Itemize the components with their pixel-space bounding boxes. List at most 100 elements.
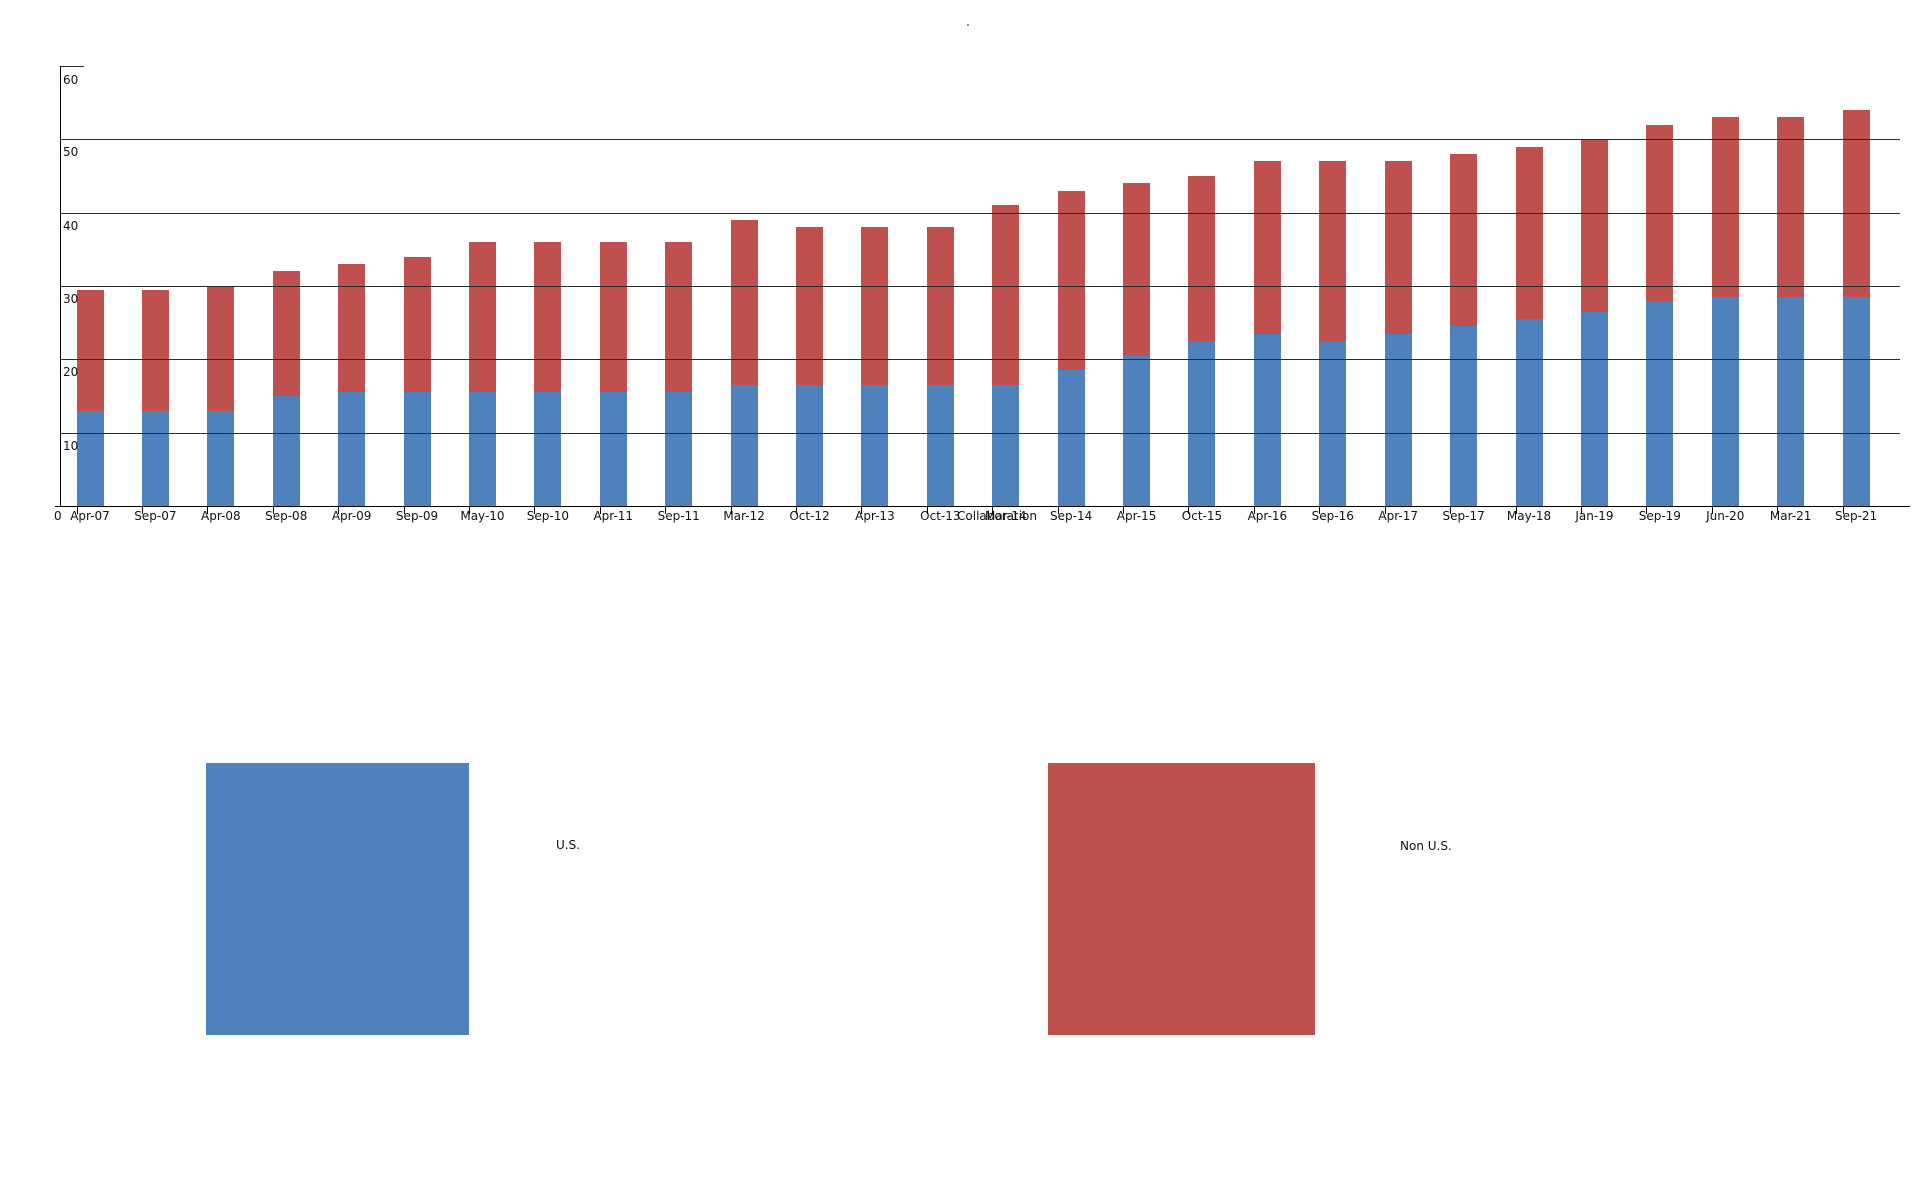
bar-non-us — [1450, 154, 1478, 327]
bar-non-us — [861, 227, 889, 385]
x-axis-tick-label: May-10 — [460, 509, 505, 523]
bar-us — [1384, 333, 1412, 506]
x-axis-tick — [1711, 506, 1713, 514]
x-axis-tick — [1319, 506, 1321, 514]
x-axis-tick — [272, 506, 274, 514]
x-axis-tick-label: Apr-11 — [593, 509, 634, 523]
x-axis-tick-label: Sep-21 — [1834, 509, 1878, 523]
bar-non-us — [207, 286, 235, 411]
x-axis-tick-label: Sep-10 — [526, 509, 569, 523]
legend-swatch-non-us — [1048, 763, 1315, 1035]
y-axis-tick-label: 50 — [63, 145, 79, 160]
x-axis-tick — [338, 506, 340, 514]
bar-non-us — [1777, 117, 1805, 297]
y-axis-tick-label: 30 — [63, 292, 79, 306]
gridline — [60, 432, 1900, 434]
bar-us — [338, 392, 366, 506]
x-axis-tick-label: Oct-15 — [1181, 509, 1223, 523]
x-axis-tick-label: Sep-17 — [1442, 509, 1485, 523]
bar-non-us — [272, 271, 300, 396]
bar-us — [665, 392, 693, 506]
bar-non-us — [1123, 183, 1151, 356]
x-axis-tick-label: Apr-16 — [1247, 509, 1288, 523]
bar-non-us — [1319, 161, 1347, 341]
bar-us — [1188, 341, 1216, 506]
y-axis-tick-label: 10 — [63, 438, 79, 453]
x-axis-tick-label: Apr-17 — [1378, 509, 1418, 523]
bar-non-us — [76, 289, 104, 411]
bar-us — [730, 385, 758, 506]
y-axis-tick-label: 60 — [63, 73, 79, 87]
bar-non-us — [468, 242, 496, 393]
y-axis-line — [60, 66, 61, 507]
x-axis-tick — [534, 506, 536, 514]
x-axis-tick-label: Apr-15 — [1116, 509, 1157, 523]
x-axis-tick-label: Apr-07 — [70, 509, 110, 523]
bar-us — [76, 410, 104, 506]
x-axis-tick — [403, 506, 405, 514]
x-axis-tick — [992, 506, 994, 514]
x-axis-tick-label: Apr-09 — [331, 509, 372, 523]
bar-us — [861, 385, 889, 506]
bar-us — [1711, 297, 1739, 506]
x-axis-tick — [1188, 506, 1190, 514]
x-axis-tick — [1646, 506, 1648, 514]
y-axis-tick-label: 0 — [54, 509, 62, 523]
chart-title: . — [965, 14, 971, 30]
bar-non-us — [599, 242, 627, 393]
gridline — [60, 212, 1900, 214]
x-axis-line — [55, 506, 1910, 507]
x-axis-tick-label: Oct-12 — [789, 509, 830, 523]
x-axis-tick-label: Sep-08 — [265, 509, 308, 523]
bar-non-us — [730, 220, 758, 385]
legend-swatch-us — [206, 763, 469, 1035]
x-axis-tick — [1842, 506, 1844, 514]
bar-us — [468, 392, 496, 506]
bar-us — [1646, 300, 1674, 506]
bar-non-us — [796, 227, 823, 385]
x-axis-tick-label: Sep-19 — [1638, 509, 1681, 523]
bar-non-us — [1580, 139, 1608, 312]
bar-non-us — [534, 242, 562, 393]
gridline — [60, 286, 1900, 287]
bar-us — [1515, 319, 1543, 506]
bar-us — [926, 385, 954, 506]
x-axis-tick — [926, 506, 928, 514]
bar-non-us — [1188, 176, 1216, 341]
x-axis-tick — [730, 506, 732, 514]
bar-us — [1842, 297, 1870, 506]
bar-us — [1253, 333, 1281, 506]
x-axis-tick-label: Mar-21 — [1769, 509, 1812, 523]
x-axis-tick-label: Sep-07 — [134, 509, 177, 523]
x-axis-tick-label: Sep-14 — [1050, 509, 1093, 523]
x-axis-tick-label: Sep-16 — [1311, 509, 1354, 523]
bar-non-us — [141, 289, 169, 411]
bar-non-us — [1057, 190, 1085, 371]
y-axis-tick-label: 40 — [63, 218, 79, 233]
bar-non-us — [1515, 146, 1543, 319]
x-axis-tick-label: Jun-20 — [1706, 509, 1745, 523]
x-axis-tick-label: Mar-12 — [723, 509, 765, 523]
x-axis-tick — [1123, 506, 1125, 514]
bar-us — [1580, 311, 1608, 506]
bar-us — [599, 392, 627, 506]
bar-non-us — [1253, 161, 1281, 334]
legend-label-non-us: Non U.S. — [1400, 839, 1452, 853]
bar-us — [534, 392, 562, 506]
bar-non-us — [1842, 110, 1870, 297]
bar-non-us — [1646, 124, 1674, 301]
bar-us — [1123, 355, 1151, 506]
bar-us — [992, 385, 1020, 506]
x-axis-title: Collaboration — [957, 509, 1037, 523]
gridline — [60, 139, 1900, 141]
x-axis-tick — [796, 506, 797, 514]
bar-us — [1057, 370, 1085, 506]
bar-non-us — [1711, 117, 1739, 297]
legend-label-us: U.S. — [556, 838, 581, 852]
x-axis-tick-label: Jan-19 — [1575, 509, 1614, 523]
bar-us — [141, 410, 169, 506]
bar-us — [207, 410, 235, 506]
x-axis-tick — [1450, 506, 1452, 514]
bar-non-us — [992, 205, 1020, 385]
bar-us — [796, 385, 823, 506]
